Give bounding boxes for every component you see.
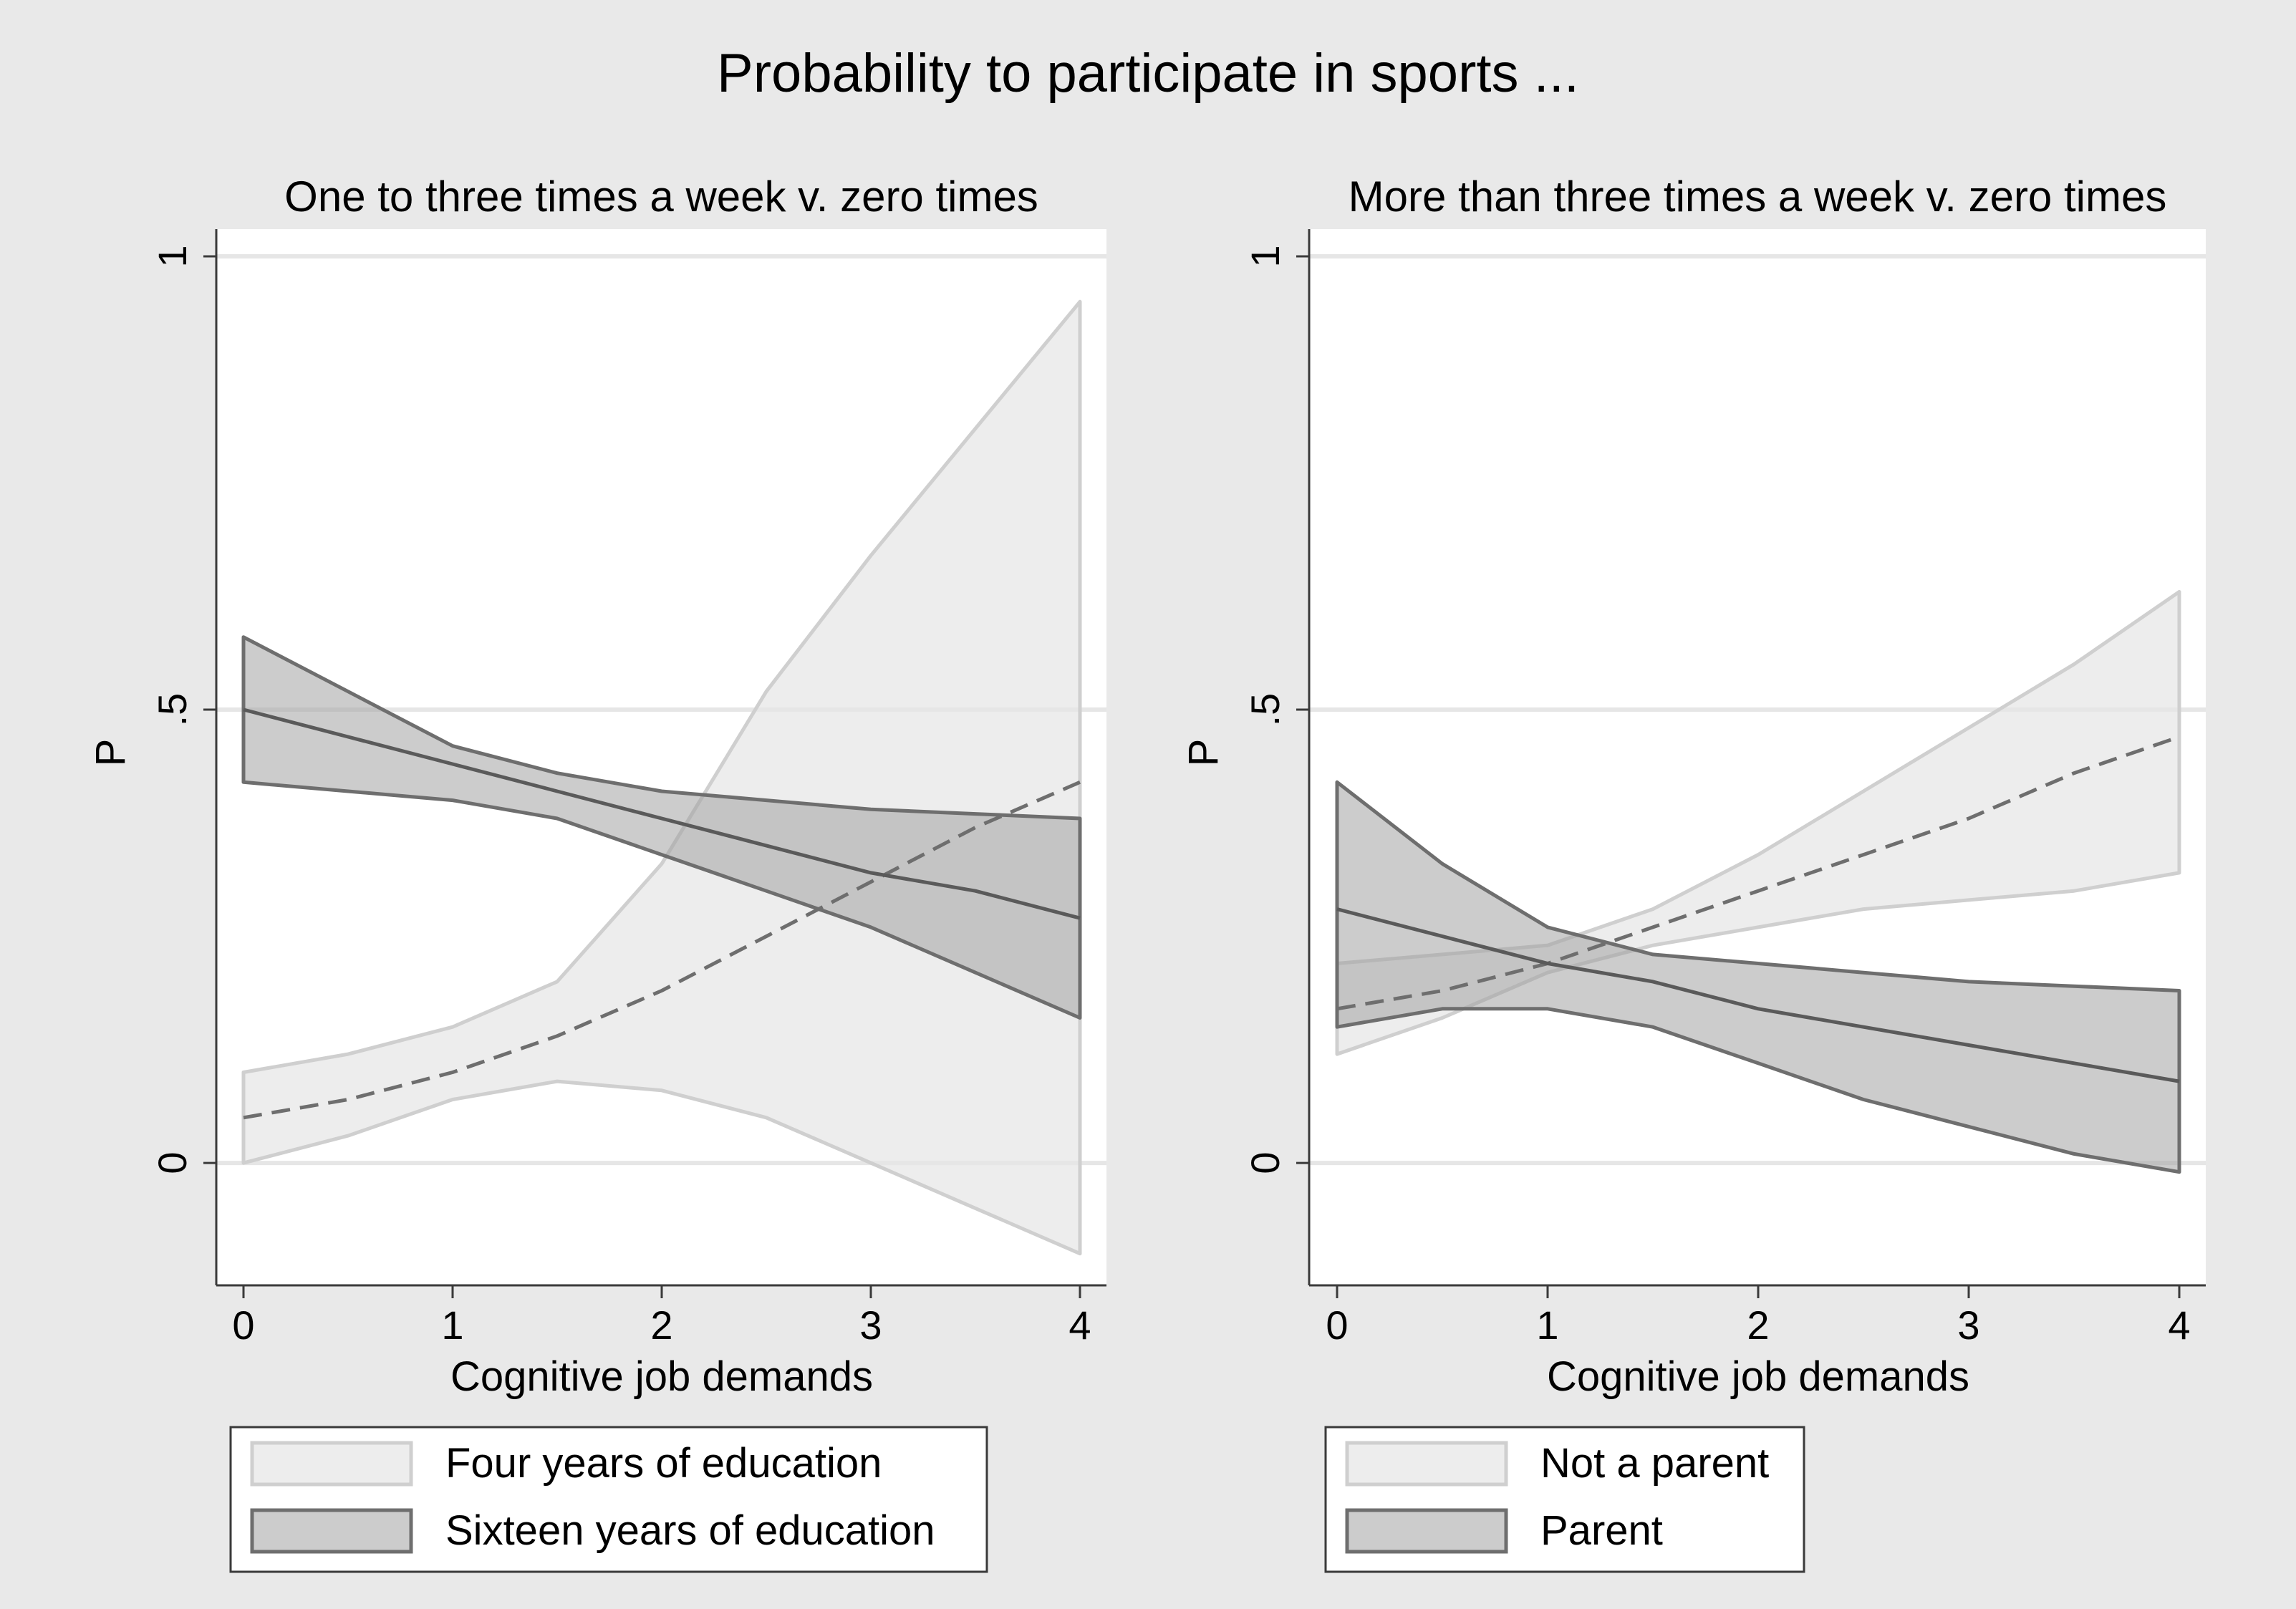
- legend: Not a parent Parent: [1324, 1426, 1805, 1573]
- y-tick-label: 1: [150, 245, 195, 267]
- x-axis-title: Cognitive job demands: [1547, 1353, 1969, 1400]
- series-line: [243, 781, 1081, 1120]
- y-tick-label: 0: [150, 1151, 195, 1174]
- y-tick-label: 0: [1243, 1151, 1288, 1174]
- y-tick-label: 1: [1243, 245, 1288, 267]
- legend-swatch: [250, 1508, 413, 1554]
- confidence-band: [1335, 780, 2181, 1174]
- y-tick-label: .5: [1243, 693, 1288, 727]
- confidence-band: [241, 299, 1082, 1256]
- y-axis-title: P: [1180, 739, 1227, 767]
- x-tick-label: 0: [232, 1303, 254, 1348]
- figure-title: Probability to participate in sports ...: [717, 43, 1579, 104]
- panel-2: More than three times a week v. zero tim…: [1180, 173, 2206, 1573]
- y-tick-label: .5: [150, 693, 195, 727]
- x-tick-label: 0: [1326, 1303, 1348, 1348]
- y-axis-title: P: [87, 739, 134, 767]
- x-tick-label: 3: [859, 1303, 882, 1348]
- legend: Four years of education Sixteen years of …: [229, 1426, 988, 1573]
- panel-title: More than three times a week v. zero tim…: [1349, 173, 2167, 221]
- series-line: [1336, 907, 2180, 1083]
- x-tick-label: 3: [1957, 1303, 1979, 1348]
- series-line: [243, 707, 1081, 920]
- x-tick-label: 2: [1747, 1303, 1769, 1348]
- confidence-band: [241, 635, 1082, 1020]
- series-line: [1336, 735, 2180, 1011]
- legend-swatch: [1345, 1508, 1508, 1554]
- legend-label: Four years of education: [445, 1440, 882, 1487]
- legend-swatch: [1345, 1441, 1508, 1487]
- legend-label: Parent: [1540, 1507, 1663, 1554]
- legend-label: Not a parent: [1540, 1440, 1769, 1487]
- x-tick-label: 4: [1069, 1303, 1091, 1348]
- x-axis-title: Cognitive job demands: [450, 1353, 873, 1400]
- x-tick-label: 1: [1536, 1303, 1558, 1348]
- x-tick-label: 1: [441, 1303, 463, 1348]
- legend-label: Sixteen years of education: [445, 1507, 935, 1554]
- x-tick-label: 4: [2168, 1303, 2190, 1348]
- legend-swatch: [250, 1441, 413, 1487]
- x-tick-label: 2: [650, 1303, 672, 1348]
- panel-title: One to three times a week v. zero times: [284, 173, 1038, 221]
- panel-1: One to three times a week v. zero times 0…: [87, 173, 1106, 1573]
